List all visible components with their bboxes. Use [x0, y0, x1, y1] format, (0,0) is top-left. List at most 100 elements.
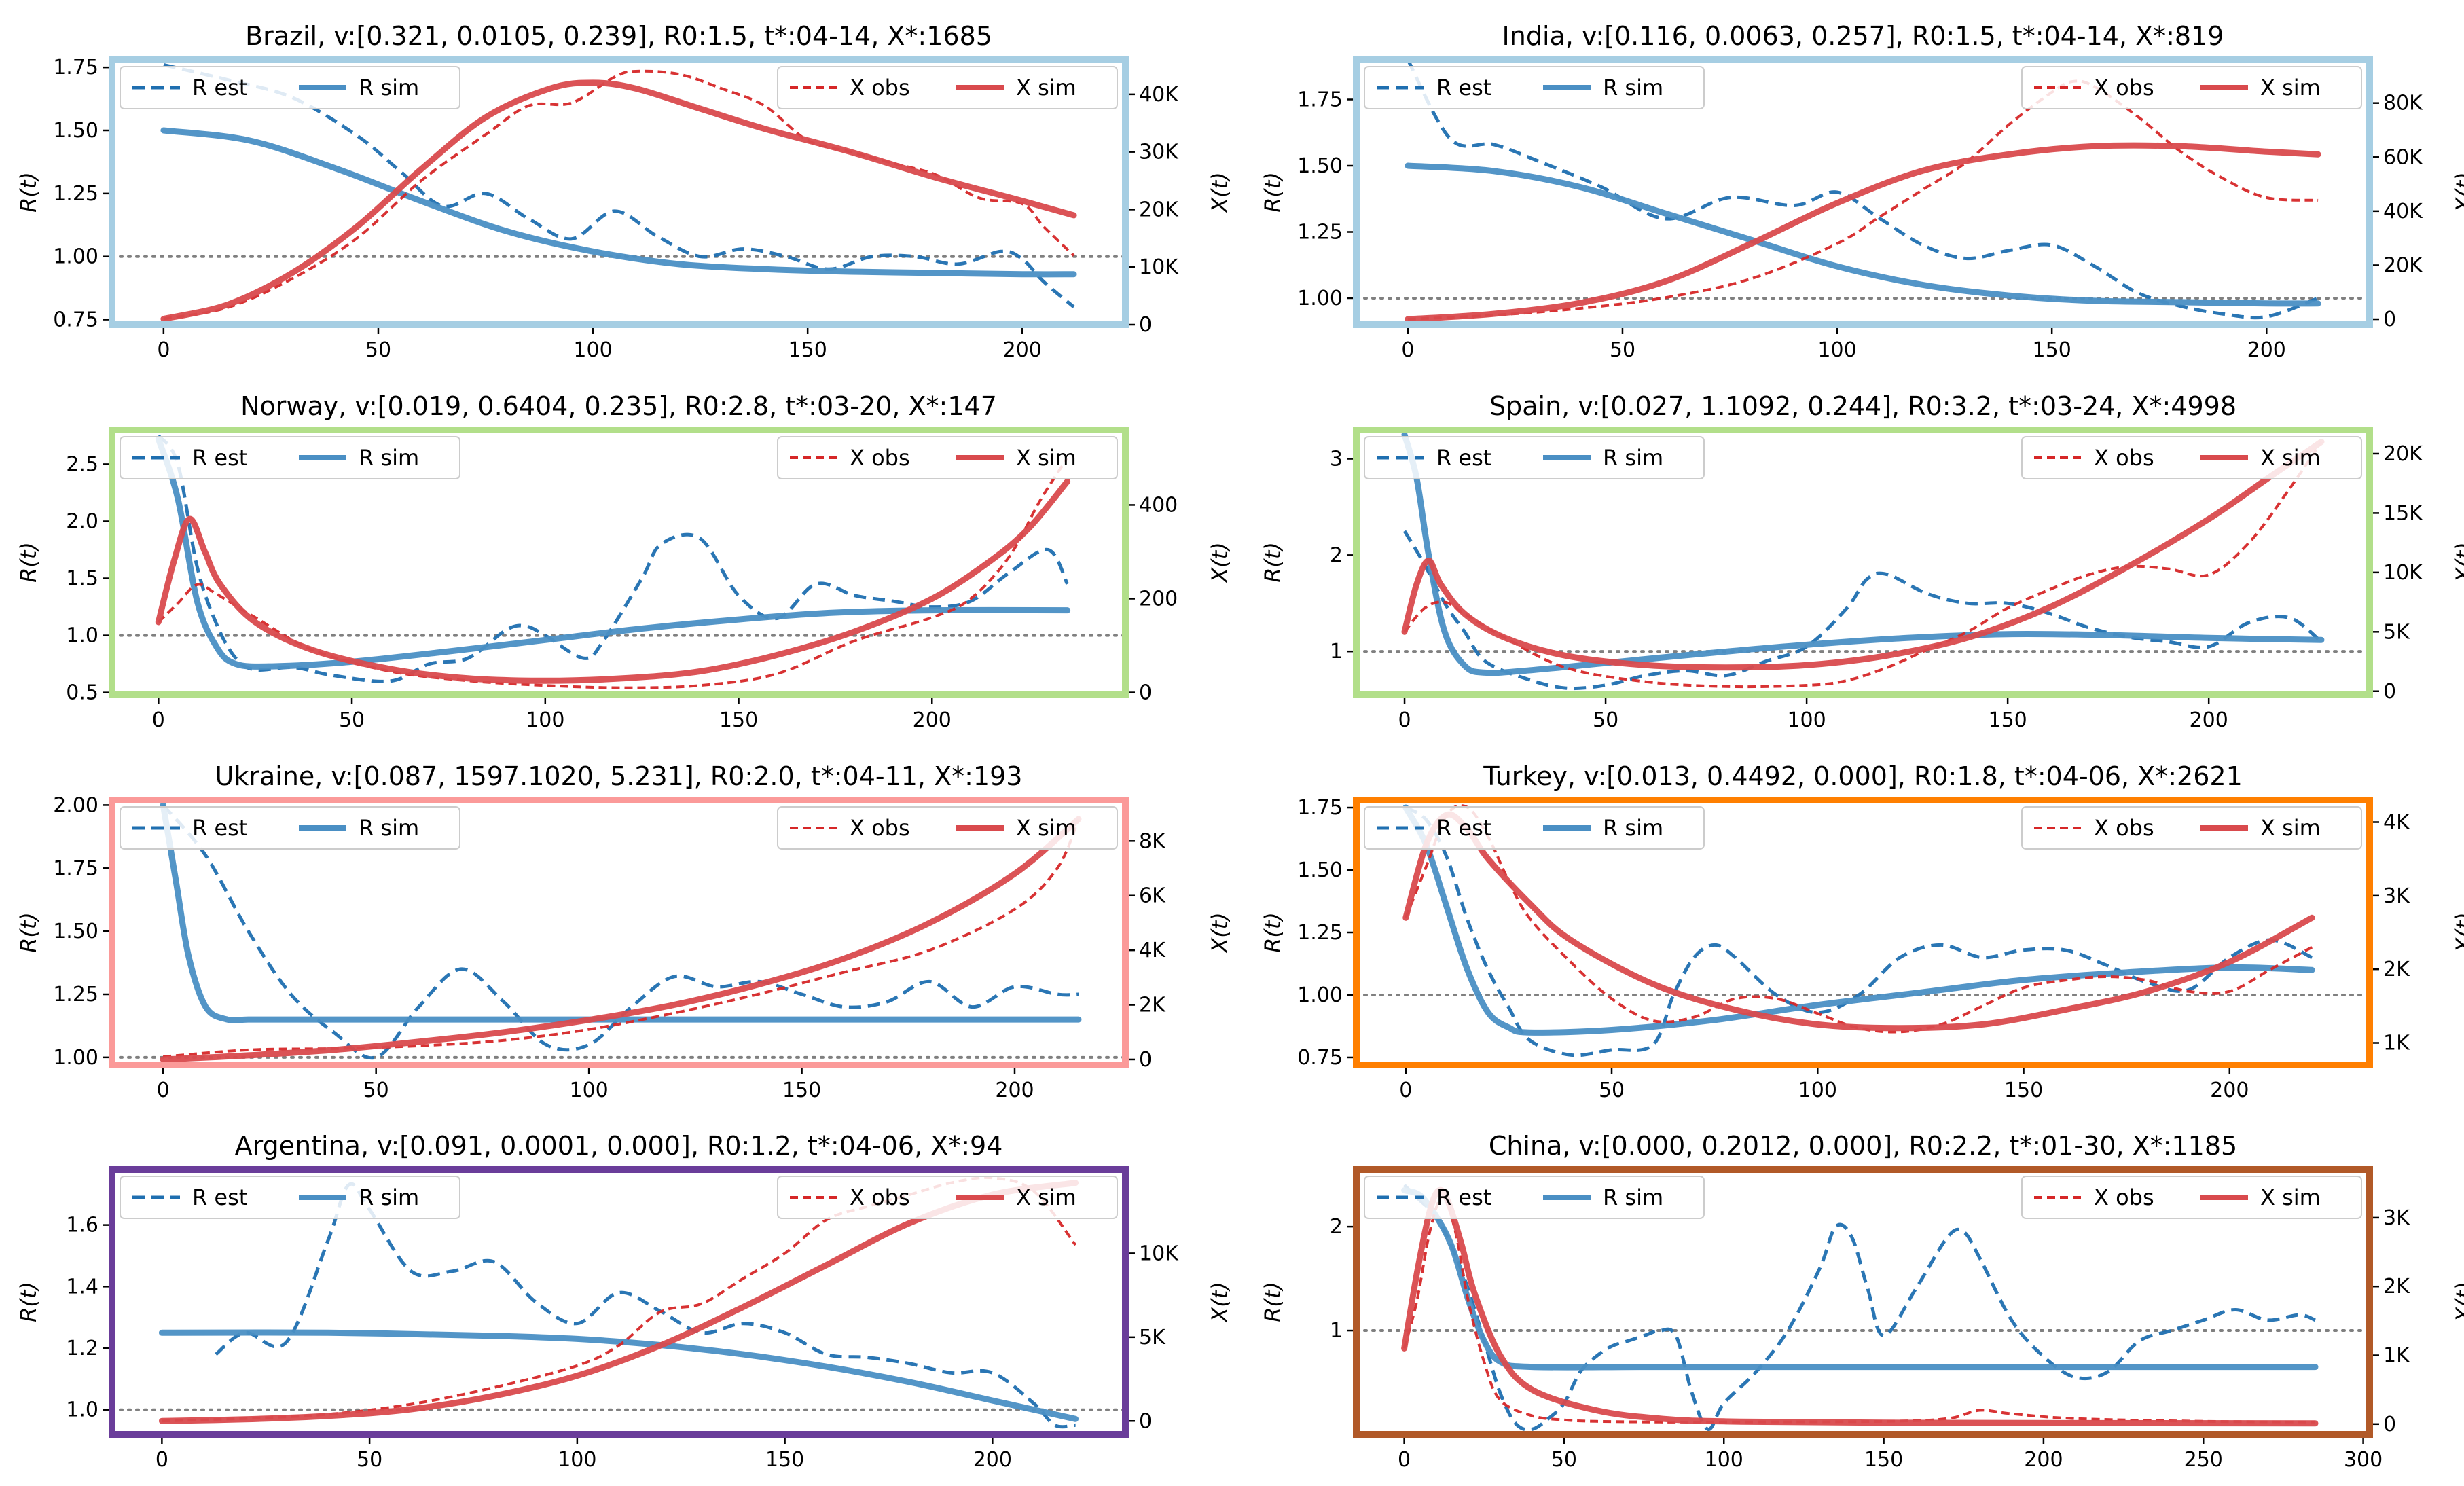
x-tick-label: 100 — [573, 338, 612, 362]
y2-tick-label: 10K — [1139, 1242, 1179, 1265]
series-r-est — [163, 62, 1075, 308]
y2-tick-label: 10K — [2383, 561, 2423, 585]
y2-tick-label: 1K — [2383, 1344, 2410, 1368]
legend-box — [777, 436, 1118, 479]
y2-tick-label: 0 — [1139, 1409, 1152, 1433]
legend-label-r-est: R est — [1436, 815, 1491, 841]
panel-title: Turkey, v:[0.013, 0.4492, 0.000], R0:1.8… — [1483, 761, 2243, 791]
legend-box — [120, 806, 460, 850]
series-r-sim — [1405, 162, 2321, 307]
legend-label-r-est: R est — [192, 1184, 247, 1210]
y2-axis-label: X(t) — [2451, 912, 2464, 954]
series-x-sim — [1401, 1186, 2319, 1427]
panel-norway: Norway, v:[0.019, 0.6404, 0.235], R0:2.8… — [16, 391, 1233, 732]
legend-label-x-sim: X sim — [1016, 1184, 1076, 1210]
x-tick-label: 100 — [1817, 338, 1856, 362]
x-tick-label: 150 — [1989, 708, 2027, 732]
y-tick-label: 2 — [1330, 543, 1343, 567]
legend: R est R sim — [120, 436, 460, 479]
x-tick-label: 200 — [913, 708, 952, 732]
y-tick-label: 1.4 — [66, 1275, 98, 1299]
legend-box — [1364, 1176, 1705, 1219]
x-tick-label: 50 — [1551, 1448, 1577, 1472]
y2-tick-label: 0 — [1139, 681, 1152, 705]
x-tick-label: 50 — [1593, 708, 1618, 732]
legend-label-r-est: R est — [1436, 445, 1491, 471]
y-tick-label: 1.00 — [1297, 287, 1343, 310]
x-tick-label: 50 — [363, 1079, 389, 1102]
y-tick-label: 1.5 — [66, 567, 98, 591]
legend-box — [777, 806, 1118, 850]
y2-tick-label: 0 — [1139, 1048, 1152, 1072]
legend: X obs X sim — [777, 66, 1118, 109]
legend-label-r-est: R est — [192, 75, 247, 101]
x-tick-label: 50 — [357, 1448, 382, 1472]
legend-label-x-obs: X obs — [850, 1184, 910, 1210]
legend: X obs X sim — [777, 806, 1118, 850]
legend-label-r-sim: R sim — [1603, 75, 1663, 101]
y2-axis-label: X(t) — [2451, 542, 2464, 583]
panel-turkey: Turkey, v:[0.013, 0.4492, 0.000], R0:1.8… — [1260, 761, 2464, 1102]
legend: R est R sim — [1364, 66, 1705, 109]
panel-brazil: Brazil, v:[0.321, 0.0105, 0.239], R0:1.5… — [16, 21, 1233, 362]
legend: X obs X sim — [2021, 1176, 2362, 1219]
legend-label-r-sim: R sim — [359, 815, 419, 841]
legend-label-x-sim: X sim — [2260, 815, 2321, 841]
y2-tick-label: 5K — [1139, 1326, 1166, 1349]
x-tick-label: 100 — [1798, 1079, 1837, 1102]
legend-label-r-est: R est — [1436, 1184, 1491, 1210]
panel-title: Argentina, v:[0.091, 0.0001, 0.000], R0:… — [235, 1131, 1003, 1161]
y2-tick-label: 2K — [2383, 958, 2410, 981]
x-tick-label: 0 — [1398, 708, 1411, 732]
y-tick-label: 1.50 — [53, 119, 98, 143]
legend: X obs X sim — [777, 436, 1118, 479]
y2-tick-label: 40K — [2383, 200, 2423, 223]
y-tick-label: 1.75 — [53, 56, 98, 79]
y-tick-label: 2.5 — [66, 452, 98, 476]
y-tick-label: 3 — [1330, 448, 1343, 471]
legend-label-r-sim: R sim — [1603, 815, 1663, 841]
y-axis-label: R(t) — [16, 1282, 41, 1322]
legend-label-x-obs: X obs — [850, 75, 910, 101]
y-axis-label: R(t) — [1260, 172, 1286, 213]
x-tick-label: 100 — [1705, 1448, 1743, 1472]
panel-frame — [109, 56, 1129, 328]
panel-title: India, v:[0.116, 0.0063, 0.257], R0:1.5,… — [1502, 21, 2224, 51]
legend-label-x-obs: X obs — [2094, 1184, 2154, 1210]
y2-tick-label: 200 — [1139, 587, 1178, 611]
y2-tick-label: 1K — [2383, 1032, 2410, 1055]
legend-label-x-sim: X sim — [2260, 445, 2321, 471]
panel-ukraine: Ukraine, v:[0.087, 1597.1020, 5.231], R0… — [16, 761, 1233, 1102]
series-r-sim — [1402, 804, 2315, 1036]
legend-box — [1364, 66, 1705, 109]
y2-tick-label: 80K — [2383, 92, 2423, 115]
series-r-sim — [160, 127, 1077, 278]
x-tick-label: 100 — [526, 708, 564, 732]
y-tick-label: 1.75 — [53, 856, 98, 880]
panel-frame — [109, 1166, 1129, 1438]
panel-frame — [1353, 427, 2373, 698]
x-tick-label: 0 — [1401, 338, 1414, 362]
y2-tick-label: 6K — [1139, 884, 1166, 908]
legend: R est R sim — [1364, 436, 1705, 479]
series-x-obs — [1402, 1195, 2316, 1424]
x-tick-label: 250 — [2184, 1448, 2223, 1472]
series-x-sim — [160, 79, 1077, 322]
legend: X obs X sim — [2021, 806, 2362, 850]
series-x-sim — [158, 1180, 1079, 1424]
y-axis-label: R(t) — [16, 542, 41, 583]
y-tick-label: 1.00 — [53, 245, 98, 269]
x-tick-label: 150 — [2033, 338, 2071, 362]
legend-label-x-sim: X sim — [1016, 815, 1076, 841]
x-tick-label: 0 — [1398, 1448, 1411, 1472]
y-tick-label: 2 — [1330, 1215, 1343, 1239]
y2-tick-label: 2K — [2383, 1275, 2410, 1299]
legend-box — [2021, 1176, 2362, 1219]
x-tick-label: 200 — [995, 1079, 1034, 1102]
series-r-est — [1406, 60, 2319, 320]
series-x-sim — [1401, 439, 2325, 671]
legend-label-x-sim: X sim — [1016, 445, 1076, 471]
y-axis-label: R(t) — [16, 172, 41, 213]
panel-frame — [1353, 797, 2373, 1068]
